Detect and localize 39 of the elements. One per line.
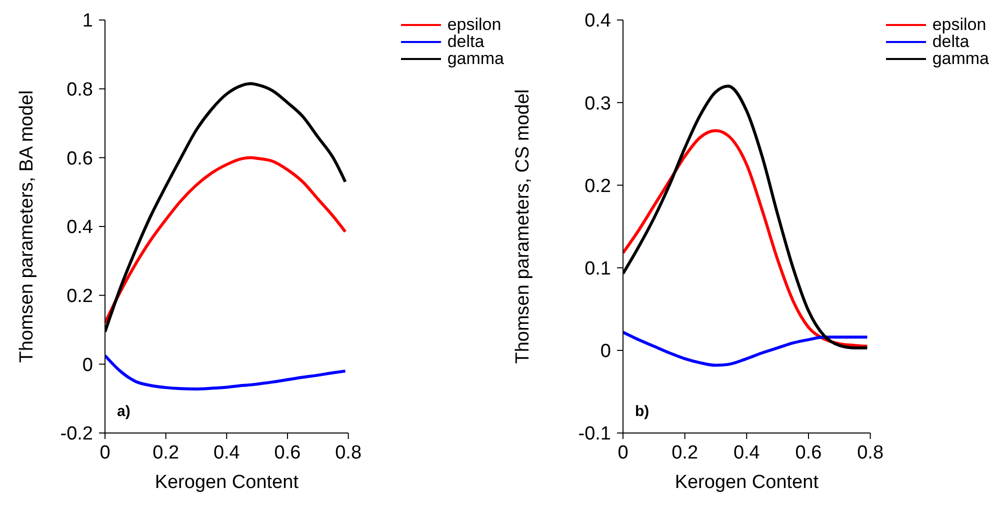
y-tick-label: 0.4 [584, 10, 612, 32]
y-tick-label: 0 [600, 341, 611, 362]
y-axis-title: Thomsen parameters, CS model [512, 89, 534, 364]
legend-label: delta [932, 32, 970, 51]
x-tick-label: 0.4 [733, 442, 760, 464]
annotation: a) [117, 403, 130, 420]
line-series [105, 156, 347, 324]
line-series [623, 129, 869, 348]
legend-label: epsilon [932, 15, 986, 34]
y-tick-label: 0 [82, 354, 93, 376]
line-series [105, 354, 347, 390]
x-tick-label: 0.8 [857, 442, 884, 464]
y-tick-label: 0.8 [66, 80, 93, 101]
legend-label: delta [447, 32, 484, 51]
x-tick-label: 0.2 [672, 442, 698, 464]
x-tick-label: 0 [618, 442, 628, 464]
legend-label: epsilon [447, 15, 502, 34]
x-tick-label: 0.6 [274, 442, 301, 464]
x-tick-label: 0 [100, 442, 110, 464]
y-axis-title: Thomsen parameters, BA model [16, 90, 38, 363]
y-tick-label: -0.2 [60, 424, 93, 445]
x-tick-label: 0.8 [335, 442, 362, 464]
y-tick-label: 0.3 [584, 93, 611, 114]
y-tick-label: 0.2 [66, 286, 93, 308]
y-tick-label: 0.6 [66, 148, 93, 170]
annotation: b) [635, 403, 650, 420]
x-axis-title: Kerogen Content [674, 472, 820, 493]
y-tick-label: 0.1 [584, 258, 611, 280]
y-tick-label: 0.4 [66, 217, 94, 238]
y-tick-label: 0.2 [584, 176, 611, 197]
x-tick-label: 0.2 [152, 442, 180, 464]
y-tick-label: 1 [82, 10, 93, 32]
x-tick-label: 0.6 [795, 442, 822, 464]
line-series [623, 330, 869, 367]
y-tick-label: -0.1 [578, 424, 611, 445]
x-axis-title: Kerogen Content [154, 472, 300, 493]
legend-label: gamma [932, 49, 989, 68]
x-tick-label: 0.4 [213, 442, 240, 464]
legend-label: gamma [447, 49, 504, 68]
